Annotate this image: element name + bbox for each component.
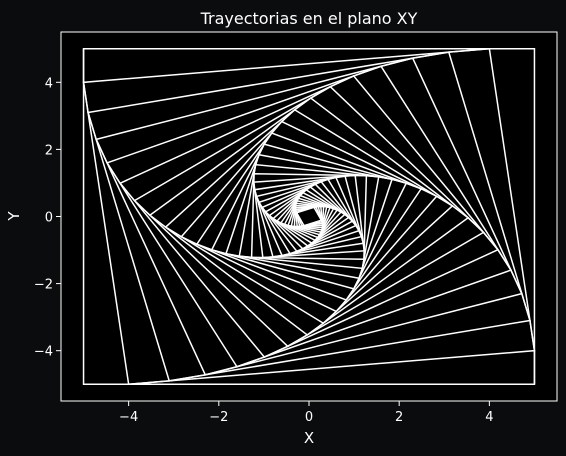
y-tick-label: 2 [45,143,53,158]
y-axis: −4 −2 0 2 4 [34,76,61,360]
chart-title: Trayectorias en el plano XY [200,9,418,28]
y-tick-label: 0 [45,211,53,226]
x-axis: −4 −2 0 2 4 [119,401,494,425]
plot-area [61,32,557,401]
series-layer [82,47,536,386]
y-tick-label: −2 [34,278,53,293]
trajectory-1 [82,48,324,259]
x-tick-label: −4 [119,410,138,425]
y-tick-label: 4 [45,76,53,91]
trajectory-0 [253,48,535,228]
x-axis-label: X [304,429,314,447]
trajectory-2 [83,205,365,385]
x-tick-label: 2 [395,410,403,425]
trajectory-3 [294,174,536,385]
x-tick-label: 4 [485,410,493,425]
x-tick-label: −2 [209,410,228,425]
x-tick-label: 0 [305,410,313,425]
y-tick-label: −4 [34,345,53,360]
y-axis-label: Y [5,211,23,222]
